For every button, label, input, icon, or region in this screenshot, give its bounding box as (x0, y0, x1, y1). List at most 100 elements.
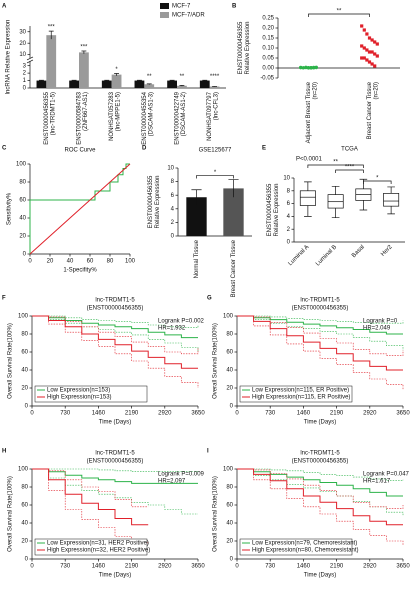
y-axis-title: Overall Survival Rate(100%) (8, 323, 14, 399)
confidence-line (32, 315, 199, 328)
panel-label: A (2, 4, 7, 10)
y-tick-label: 20 (19, 234, 26, 240)
y-tick-label: 20 (21, 539, 28, 545)
error-bar (104, 79, 110, 81)
panel-label: G (207, 296, 212, 302)
error-bar (146, 83, 152, 85)
chart-title: ROC Curve (64, 148, 96, 154)
y-axis-title: Overall Survival Rate(100%) (8, 476, 14, 552)
x-tick-label: 100 (125, 259, 136, 265)
y-tick-label: 10 (283, 176, 290, 182)
y-tick-label: 20 (226, 386, 233, 392)
data-point (362, 56, 366, 60)
significance-label: * (115, 67, 118, 73)
significance-bracket (308, 13, 370, 17)
error-bar (71, 79, 77, 81)
x-category-label: NONHSAT057283 (109, 91, 115, 141)
legend-label: Low Expression(n=31, HER2 Positive) (47, 541, 149, 547)
legend-label: Low Expression(n=115, ER Positive) (252, 388, 349, 394)
y-tick-label: 20 (226, 539, 233, 545)
data-point (306, 66, 311, 70)
annotation: Logrank P=0 (363, 319, 398, 325)
x-tick-label: 0 (235, 411, 239, 417)
data-point (314, 66, 318, 70)
significance-label: *** (80, 45, 88, 51)
y-tick-label: 4 (171, 206, 175, 212)
bar (101, 80, 112, 88)
data-point (370, 38, 374, 42)
x-tick-label: 40 (67, 259, 74, 265)
y-tick-label: 2 (23, 71, 27, 77)
y-tick-label: 10 (19, 52, 26, 58)
x-category-label: Luminal A (288, 244, 311, 267)
y-tick-label: 0.20 (262, 26, 274, 32)
y-axis-title: ENST00000456355 (238, 21, 244, 74)
y-tick-label: 80 (226, 485, 233, 491)
data-point (362, 28, 366, 32)
annotation: Logrank P=0.002 (158, 319, 205, 325)
x-category-note: (lnc-CFL3) (214, 92, 220, 120)
legend-swatch (160, 12, 169, 18)
legend-label: MCF-7 (172, 4, 191, 10)
y-axis-title: Relative Expression (245, 21, 251, 74)
x-tick-label: 730 (265, 564, 276, 570)
y-tick-label: 2 (171, 220, 175, 226)
x-category-label: Normal Tissue (194, 239, 200, 278)
x-category-label: Basal (351, 244, 366, 259)
data-line (237, 315, 403, 371)
axis-break-mark (26, 56, 34, 64)
chart-title: lnc-TRDMT1-5 (300, 451, 340, 457)
x-tick-label: 1460 (297, 564, 311, 570)
box (299, 190, 316, 206)
panel-label: F (2, 296, 6, 302)
y-tick-label: 0 (171, 234, 175, 240)
panel-label: B (232, 4, 237, 10)
x-tick-label: 1460 (297, 411, 311, 417)
chart-title: TCGA (341, 147, 358, 153)
y-tick-label: 100 (223, 467, 234, 473)
y-tick-label: 0.25 (262, 16, 274, 22)
y-tick-label: 80 (19, 180, 26, 186)
data-line (237, 468, 403, 526)
annotation: HR=1.617 (363, 479, 391, 485)
data-point (367, 50, 372, 54)
data-point (365, 48, 369, 52)
bar (134, 80, 145, 88)
x-category-note: (ZNF667-AS1) (83, 92, 89, 131)
bar (46, 35, 57, 88)
x-tick-label: 1460 (92, 411, 106, 417)
data-point (299, 65, 303, 69)
y-tick-label: 20 (19, 41, 26, 47)
annotation: HR=2.097 (158, 479, 186, 485)
x-tick-label: 1460 (92, 564, 106, 570)
bar (69, 80, 79, 88)
confidence-line (32, 468, 149, 544)
x-tick-label: 3650 (191, 564, 205, 570)
y-tick-label: 0 (287, 240, 291, 246)
error-bar (136, 79, 142, 81)
x-tick-label: 0 (28, 259, 32, 265)
x-tick-label: 2920 (363, 564, 377, 570)
error-bar (114, 73, 120, 76)
y-tick-label: 0.10 (262, 46, 274, 52)
significance-bracket (335, 169, 364, 173)
y-tick-label: 100 (18, 314, 29, 320)
x-axis-title: Time (Days) (99, 573, 131, 579)
y-tick-label: 80 (21, 332, 28, 338)
x-tick-label: 80 (107, 259, 114, 265)
x-category-label: ENST00000456355 (44, 91, 50, 144)
error-bar (202, 79, 208, 81)
data-point (304, 66, 308, 70)
y-tick-label: 8 (171, 179, 175, 185)
bar (111, 74, 122, 88)
y-tick-label: 40 (226, 368, 233, 374)
y-tick-label: 0 (23, 252, 27, 258)
x-category-note: (n=20) (313, 82, 319, 100)
confidence-line (237, 468, 404, 509)
annotation: HR=2.049 (363, 326, 391, 332)
data-point (373, 64, 377, 68)
confidence-line (32, 468, 198, 472)
annotation: Logrank P=0.009 (158, 472, 205, 478)
legend-swatch (160, 3, 169, 9)
significance-label: *** (48, 25, 56, 31)
